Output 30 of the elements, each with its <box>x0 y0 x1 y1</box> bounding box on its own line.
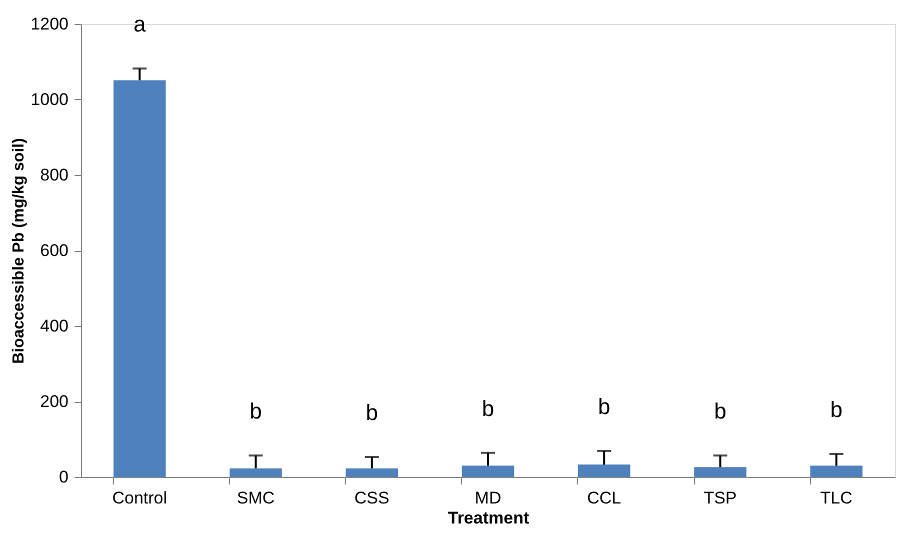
bar <box>694 467 746 477</box>
x-tick-label: CCL <box>587 488 622 508</box>
annotation: b <box>830 396 842 422</box>
bar <box>578 464 630 477</box>
annotation: b <box>714 398 726 424</box>
bar <box>230 468 282 477</box>
bar <box>810 466 862 477</box>
y-tick-label: 400 <box>40 316 68 336</box>
x-tick-label: TLC <box>820 488 852 508</box>
y-tick-label: 600 <box>40 241 68 260</box>
annotation: a <box>134 12 147 37</box>
y-tick-label: 800 <box>40 166 68 184</box>
bar <box>346 468 398 477</box>
x-tick-label: CSS <box>354 488 390 508</box>
annotation: b <box>366 400 378 425</box>
y-tick-label: 200 <box>40 392 68 411</box>
bar <box>114 80 166 477</box>
x-tick-label: MD <box>474 488 502 508</box>
annotation: b <box>598 394 610 419</box>
x-tick-label: TSP <box>704 488 737 508</box>
x-tick-label: Control <box>112 488 168 508</box>
bar <box>462 466 514 477</box>
annotation: b <box>482 396 494 421</box>
annotation: b <box>250 398 262 424</box>
x-axis-title: Treatment <box>448 508 530 528</box>
y-axis-title: Bioaccessible Pb (mg/kg soil) <box>10 138 28 364</box>
y-tick-label: 1200 <box>30 14 68 34</box>
y-tick-label: 0 <box>59 468 68 486</box>
x-tick-label: SMC <box>236 488 275 508</box>
y-tick-label: 1000 <box>30 90 68 109</box>
